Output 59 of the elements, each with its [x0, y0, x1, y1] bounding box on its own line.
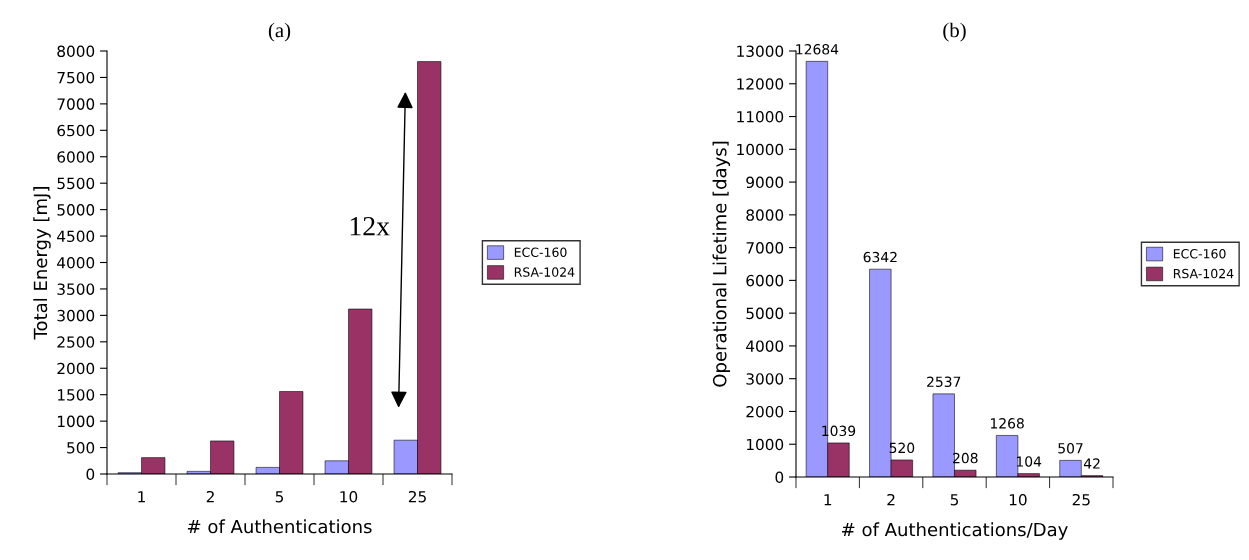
x-tick-label: 2	[206, 490, 214, 503]
x-tick-label: 10	[340, 490, 358, 503]
data-label: 2537	[927, 376, 961, 388]
y-tick-label: 12000	[737, 78, 784, 90]
x-axis-title: # of Authentications/Day	[842, 522, 1068, 540]
y-axis-title: Total Energy [mJ]	[33, 187, 51, 340]
y-tick-label: 6500	[57, 124, 95, 137]
x-tick-label: 5	[950, 494, 959, 506]
legend-label: RSA-1024	[514, 267, 575, 277]
chart-title: (a)	[268, 22, 291, 42]
y-tick-label: 1000	[746, 438, 784, 451]
x-tick-label: 25	[408, 490, 426, 503]
y-tick-label: 1500	[57, 389, 95, 401]
y-tick-label: 2000	[746, 405, 784, 418]
y-tick-label: 9000	[746, 176, 784, 189]
x-tick-label: 5	[275, 491, 284, 503]
y-tick-label: 0	[86, 468, 95, 481]
y-tick-label: 4000	[746, 340, 784, 352]
y-tick-label: 5000	[746, 307, 784, 320]
y-tick-label: 7000	[746, 242, 784, 254]
x-tick-label: 2	[887, 493, 895, 506]
y-tick-label: 4500	[57, 230, 95, 243]
annotation: 12x	[350, 216, 390, 236]
x-tick-label: 10	[1009, 493, 1027, 506]
y-tick-label: 5500	[57, 177, 95, 190]
legend-label: ECC-160	[514, 247, 567, 257]
data-label: 1268	[990, 418, 1024, 429]
y-tick-label: 5000	[57, 204, 95, 216]
y-tick-label: 13000	[737, 45, 784, 58]
y-tick-label: 8000	[57, 45, 95, 58]
y-tick-label: 11000	[737, 111, 784, 123]
data-label: 520	[889, 442, 915, 454]
y-tick-label: 3000	[746, 373, 784, 385]
y-tick-label: 1000	[57, 415, 95, 428]
y-tick-label: 3000	[57, 309, 95, 322]
y-tick-label: 8000	[746, 209, 784, 221]
x-axis-title: # of Authentications	[187, 519, 372, 534]
y-tick-label: 7000	[57, 98, 95, 110]
y-tick-label: 4000	[57, 256, 95, 269]
y-tick-label: 3500	[57, 283, 95, 295]
y-tick-label: 10000	[737, 143, 784, 156]
x-tick-label: 1	[824, 494, 832, 506]
y-tick-label: 0	[775, 471, 784, 484]
y-tick-label: 6000	[746, 274, 784, 287]
data-label: 507	[1058, 443, 1083, 454]
x-tick-label: 1	[138, 491, 145, 503]
x-tick-label: 25	[1072, 493, 1090, 506]
y-tick-label: 2000	[57, 362, 95, 375]
y-axis-title: Operational Lifetime [days]	[712, 141, 731, 387]
y-tick-label: 6000	[57, 151, 95, 163]
legend-label: ECC-160	[1173, 248, 1226, 259]
legend-label: RSA-1024	[1173, 268, 1234, 279]
y-tick-label: 2500	[57, 336, 95, 348]
data-label: 42	[1083, 458, 1100, 469]
chart-title: (b)	[943, 22, 966, 42]
data-label: 12684	[796, 43, 839, 55]
data-label: 6342	[863, 251, 897, 263]
y-tick-label: 500	[67, 442, 95, 454]
y-tick-label: 7500	[57, 71, 95, 84]
